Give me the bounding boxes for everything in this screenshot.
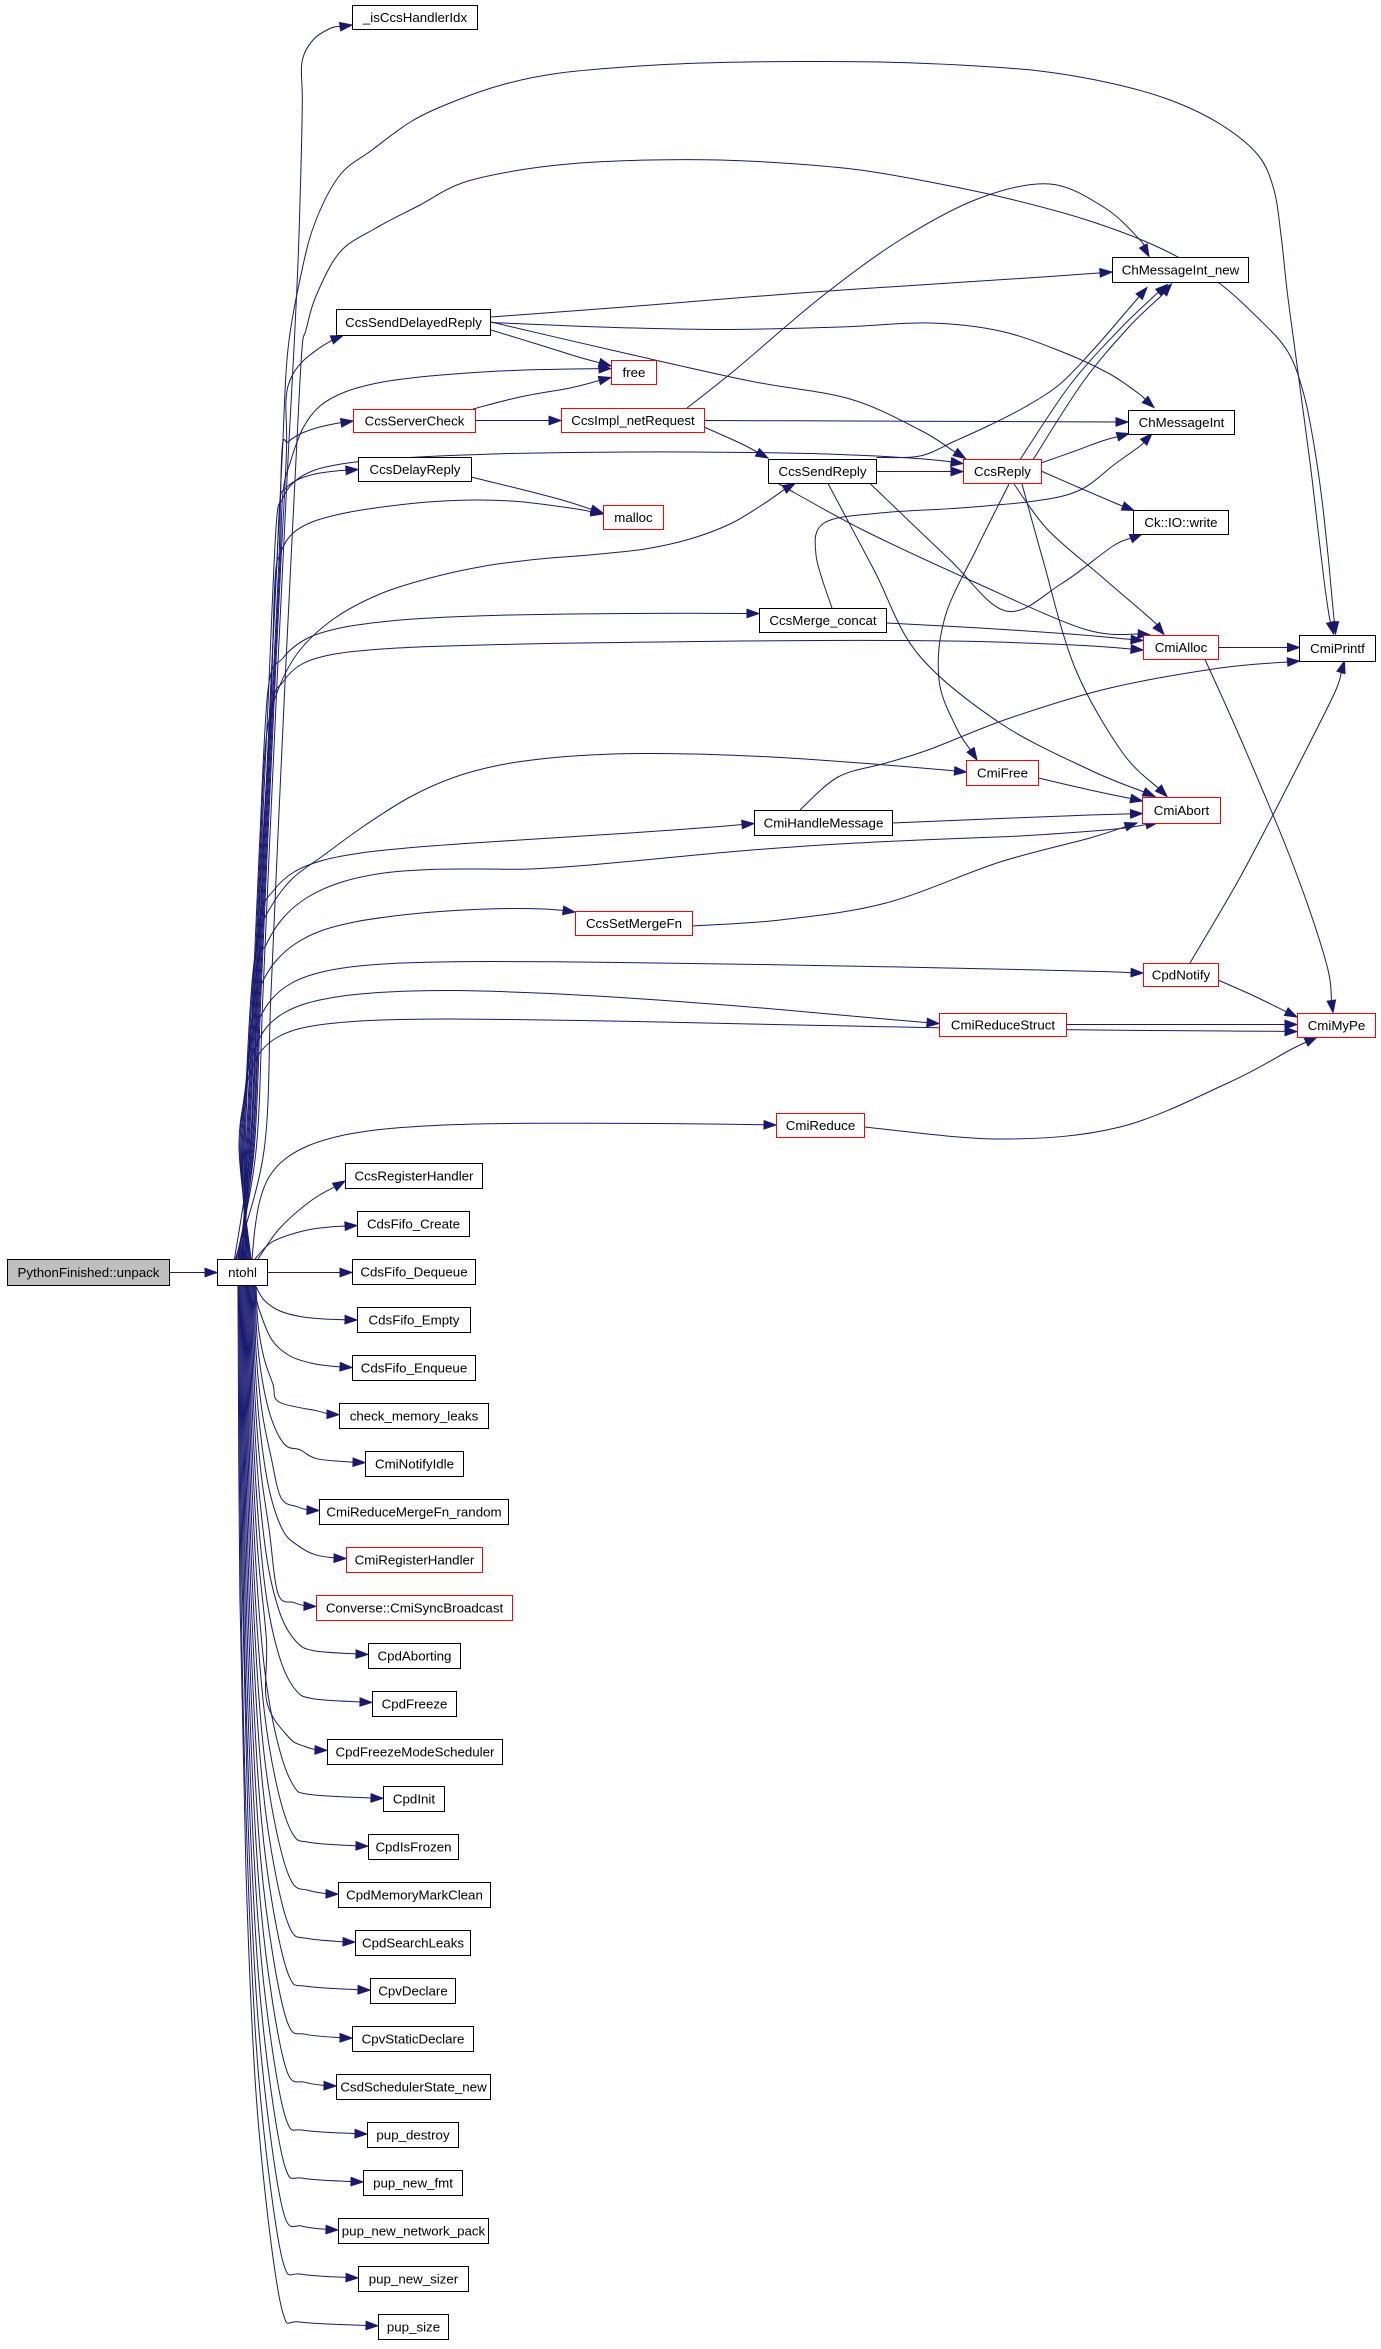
svg-text:CcsImpl_netRequest: CcsImpl_netRequest <box>571 413 695 428</box>
svg-text:CcsRegisterHandler: CcsRegisterHandler <box>355 1169 475 1184</box>
svg-text:CmiReduceMergeFn_random: CmiReduceMergeFn_random <box>326 1505 501 1520</box>
svg-text:CmiRegisterHandler: CmiRegisterHandler <box>355 1553 475 1568</box>
svg-text:ntohl: ntohl <box>228 1265 257 1280</box>
svg-text:CmiPrintf: CmiPrintf <box>1310 641 1365 656</box>
svg-text:CdsFifo_Enqueue: CdsFifo_Enqueue <box>361 1361 467 1376</box>
svg-text:CdsFifo_Dequeue: CdsFifo_Dequeue <box>360 1265 467 1280</box>
svg-text:CmiHandleMessage: CmiHandleMessage <box>764 816 884 831</box>
svg-text:pup_new_network_pack: pup_new_network_pack <box>342 2224 486 2239</box>
svg-text:PythonFinished::unpack: PythonFinished::unpack <box>18 1265 160 1280</box>
svg-text:CcsSendDelayedReply: CcsSendDelayedReply <box>345 315 482 330</box>
svg-text:CcsDelayReply: CcsDelayReply <box>370 462 461 477</box>
svg-text:Ck::IO::write: Ck::IO::write <box>1144 515 1217 530</box>
svg-text:malloc: malloc <box>614 510 653 525</box>
svg-text:CpdSearchLeaks: CpdSearchLeaks <box>362 1936 464 1951</box>
svg-text:CcsServerCheck: CcsServerCheck <box>365 414 465 429</box>
svg-text:CdsFifo_Empty: CdsFifo_Empty <box>369 1313 460 1328</box>
svg-text:ChMessageInt_new: ChMessageInt_new <box>1122 263 1240 278</box>
svg-text:CpdNotify: CpdNotify <box>1152 968 1211 983</box>
svg-text:CmiReduceStruct: CmiReduceStruct <box>951 1018 1055 1033</box>
svg-text:CpdFreeze: CpdFreeze <box>382 1697 448 1712</box>
svg-text:Converse::CmiSyncBroadcast: Converse::CmiSyncBroadcast <box>326 1601 504 1616</box>
svg-text:CcsSendReply: CcsSendReply <box>779 464 867 479</box>
svg-text:CpdMemoryMarkClean: CpdMemoryMarkClean <box>346 1888 483 1903</box>
svg-text:pup_new_sizer: pup_new_sizer <box>369 2272 459 2287</box>
svg-text:check_memory_leaks: check_memory_leaks <box>350 1409 479 1424</box>
svg-text:pup_destroy: pup_destroy <box>376 2128 450 2143</box>
svg-text:CpvStaticDeclare: CpvStaticDeclare <box>362 2032 465 2047</box>
svg-text:CcsReply: CcsReply <box>974 464 1031 479</box>
svg-text:CsdSchedulerState_new: CsdSchedulerState_new <box>340 2080 487 2095</box>
svg-text:CmiAlloc: CmiAlloc <box>1155 640 1208 655</box>
svg-text:pup_new_fmt: pup_new_fmt <box>373 2176 453 2191</box>
svg-text:CpvDeclare: CpvDeclare <box>378 1984 447 1999</box>
svg-text:CpdAborting: CpdAborting <box>378 1649 452 1664</box>
svg-text:free: free <box>623 365 646 380</box>
svg-text:CmiMyPe: CmiMyPe <box>1308 1018 1366 1033</box>
svg-text:CpdFreezeModeScheduler: CpdFreezeModeScheduler <box>336 1745 495 1760</box>
svg-text:pup_size: pup_size <box>387 2320 440 2335</box>
svg-text:CcsMerge_concat: CcsMerge_concat <box>769 613 876 628</box>
svg-text:CpdInit: CpdInit <box>393 1792 435 1807</box>
svg-text:_isCcsHandlerIdx: _isCcsHandlerIdx <box>362 10 468 25</box>
svg-text:ChMessageInt: ChMessageInt <box>1139 415 1225 430</box>
svg-text:CmiFree: CmiFree <box>977 766 1028 781</box>
svg-text:CpdIsFrozen: CpdIsFrozen <box>375 1840 451 1855</box>
svg-text:CcsSetMergeFn: CcsSetMergeFn <box>586 916 682 931</box>
svg-text:CmiNotifyIdle: CmiNotifyIdle <box>375 1457 454 1472</box>
svg-text:CmiAbort: CmiAbort <box>1154 803 1210 818</box>
svg-text:CdsFifo_Create: CdsFifo_Create <box>367 1217 460 1232</box>
svg-text:CmiReduce: CmiReduce <box>786 1118 855 1133</box>
